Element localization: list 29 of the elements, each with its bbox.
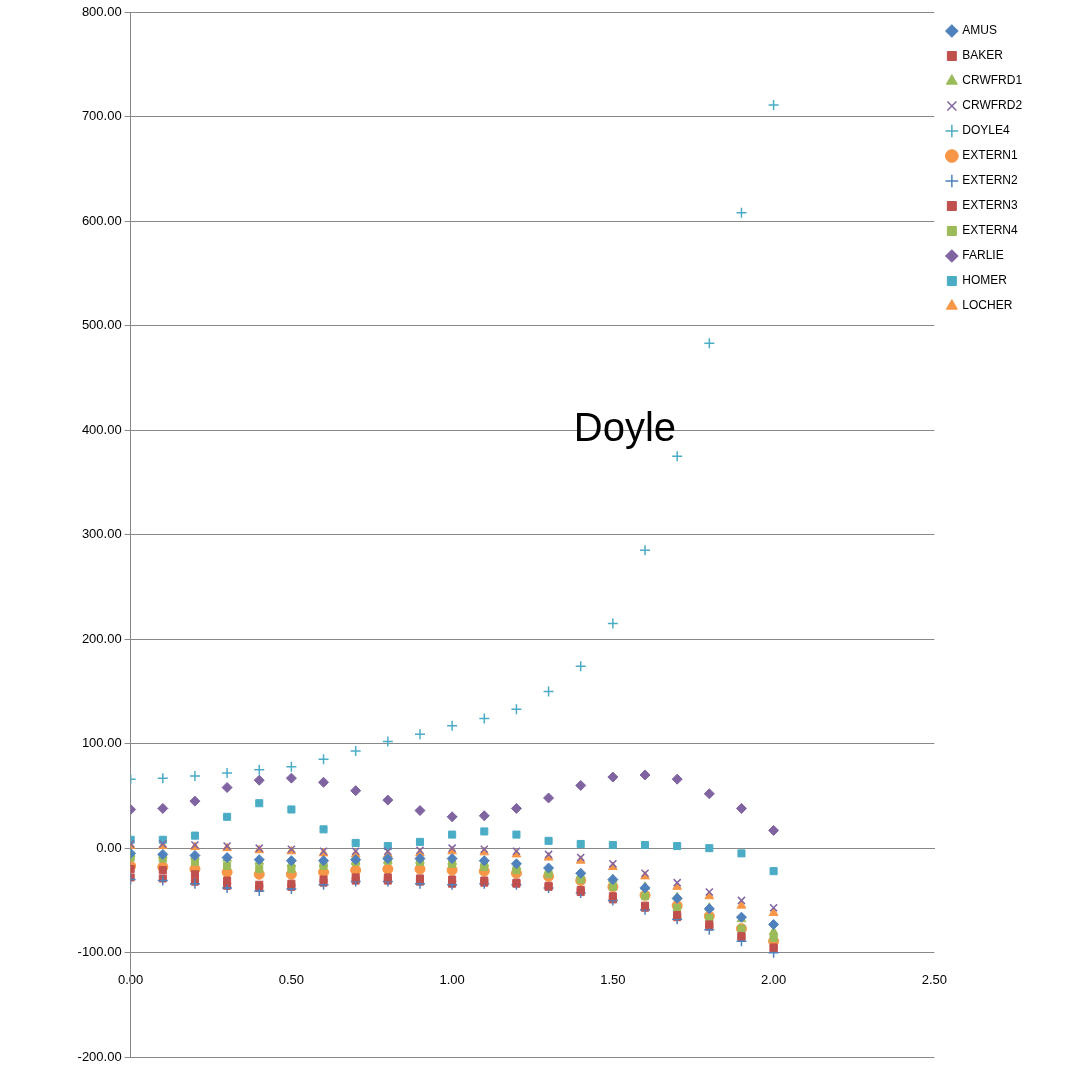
legend-label: HOMER: [962, 273, 1008, 288]
x-tick-label: 1.00: [439, 971, 465, 987]
x-tick-label: 1.50: [600, 971, 626, 987]
text: Doyle: [573, 405, 677, 450]
y-tick-label: 400.00: [81, 421, 122, 437]
y-tick-label: 300.00: [81, 526, 122, 542]
x-tick-label: 2.00: [760, 971, 787, 987]
legend-label: EXTERN2: [962, 173, 1019, 188]
legend-label: BAKER: [962, 48, 1004, 63]
legend-label: FARLIE: [962, 248, 1004, 263]
legend-label: DOYLE4: [962, 123, 1011, 138]
y-tick-label: 0.00: [96, 839, 122, 855]
legend-label: EXTERN1: [962, 148, 1019, 163]
y-tick-label: 100.00: [81, 735, 122, 751]
legend-label: AMUS: [962, 23, 998, 38]
x-tick-label: 0.50: [278, 971, 305, 987]
legend-label: EXTERN4: [962, 223, 1019, 238]
y-tick-label: 800.00: [81, 3, 122, 19]
legend-label: CRWFRD1: [962, 73, 1023, 88]
y-tick-label: 200.00: [81, 630, 122, 646]
y-tick-label: 600.00: [81, 212, 122, 228]
legend-label: CRWFRD2: [962, 98, 1023, 113]
y-tick-label: -100.00: [77, 944, 122, 960]
x-tick-label: 2.50: [921, 971, 948, 987]
y-tick-label: 700.00: [81, 108, 122, 124]
y-tick-label: 500.00: [81, 317, 122, 333]
legend-label: LOCHER: [962, 298, 1013, 313]
y-tick-label: -200.00: [77, 1048, 122, 1064]
legend-label: EXTERN3: [962, 198, 1019, 213]
